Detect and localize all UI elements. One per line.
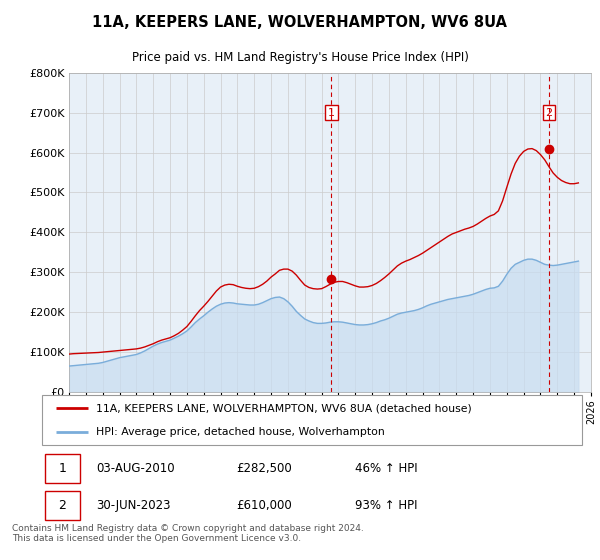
Text: 1: 1 (58, 462, 66, 475)
Text: 03-AUG-2010: 03-AUG-2010 (96, 462, 175, 475)
Text: Price paid vs. HM Land Registry's House Price Index (HPI): Price paid vs. HM Land Registry's House … (131, 51, 469, 64)
Text: 2: 2 (545, 108, 553, 118)
Text: £610,000: £610,000 (236, 499, 292, 512)
Text: 46% ↑ HPI: 46% ↑ HPI (355, 462, 418, 475)
Text: 1: 1 (328, 108, 335, 118)
Text: 11A, KEEPERS LANE, WOLVERHAMPTON, WV6 8UA (detached house): 11A, KEEPERS LANE, WOLVERHAMPTON, WV6 8U… (96, 403, 472, 413)
FancyBboxPatch shape (45, 454, 80, 483)
Text: 93% ↑ HPI: 93% ↑ HPI (355, 499, 418, 512)
Text: Contains HM Land Registry data © Crown copyright and database right 2024.
This d: Contains HM Land Registry data © Crown c… (12, 524, 364, 543)
Text: 11A, KEEPERS LANE, WOLVERHAMPTON, WV6 8UA: 11A, KEEPERS LANE, WOLVERHAMPTON, WV6 8U… (92, 15, 508, 30)
Text: £282,500: £282,500 (236, 462, 292, 475)
Text: 2: 2 (58, 499, 66, 512)
Text: HPI: Average price, detached house, Wolverhampton: HPI: Average price, detached house, Wolv… (96, 427, 385, 437)
FancyBboxPatch shape (45, 491, 80, 520)
FancyBboxPatch shape (42, 395, 582, 445)
Text: 30-JUN-2023: 30-JUN-2023 (96, 499, 170, 512)
